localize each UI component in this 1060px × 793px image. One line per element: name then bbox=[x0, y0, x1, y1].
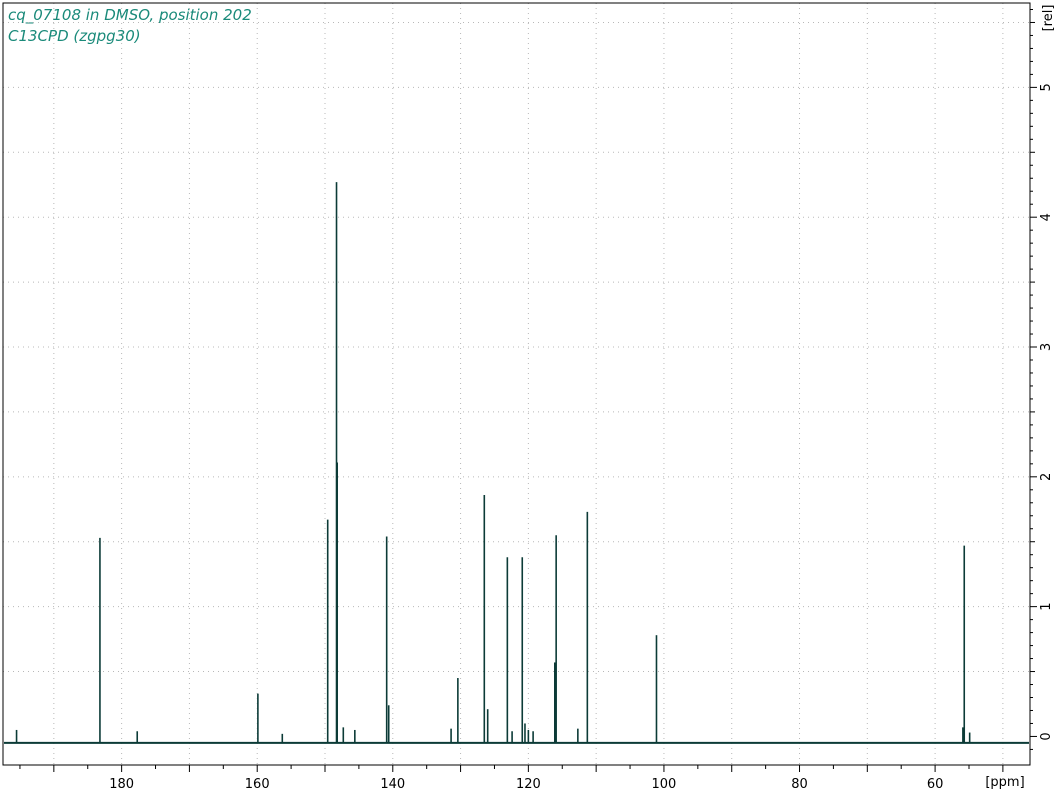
plot-frame bbox=[2, 2, 1031, 766]
x-tick-label: 60 bbox=[927, 777, 944, 792]
y-axis-ticks: 0 1 2 3 4 5 bbox=[1030, 8, 1054, 750]
x-axis-ticks: 180 160 140 120 100 80 60 bbox=[19, 765, 1004, 792]
x-tick-label: 80 bbox=[791, 777, 808, 792]
y-axis-label: [rel] bbox=[1041, 5, 1056, 32]
spectrum-trace bbox=[4, 182, 1029, 744]
x-tick-label: 160 bbox=[245, 777, 270, 792]
x-tick-label: 120 bbox=[516, 777, 541, 792]
spectrum-title: cq_07108 in DMSO, position 202 bbox=[8, 6, 252, 24]
x-tick-label: 100 bbox=[652, 777, 677, 792]
y-tick-label: 2 bbox=[1039, 473, 1054, 481]
x-axis-label: [ppm] bbox=[985, 775, 1024, 790]
y-tick-label: 5 bbox=[1039, 83, 1054, 91]
plot-axes bbox=[2, 2, 1031, 766]
x-tick-label: 140 bbox=[380, 777, 405, 792]
y-tick-label: 3 bbox=[1039, 343, 1054, 351]
plot-grid bbox=[3, 3, 1030, 765]
y-tick-label: 4 bbox=[1039, 213, 1054, 221]
x-tick-label: 180 bbox=[109, 777, 134, 792]
y-tick-label: 1 bbox=[1039, 602, 1054, 610]
spectrum-subtitle: C13CPD (zgpg30) bbox=[8, 27, 141, 45]
y-tick-label: 0 bbox=[1039, 732, 1054, 740]
